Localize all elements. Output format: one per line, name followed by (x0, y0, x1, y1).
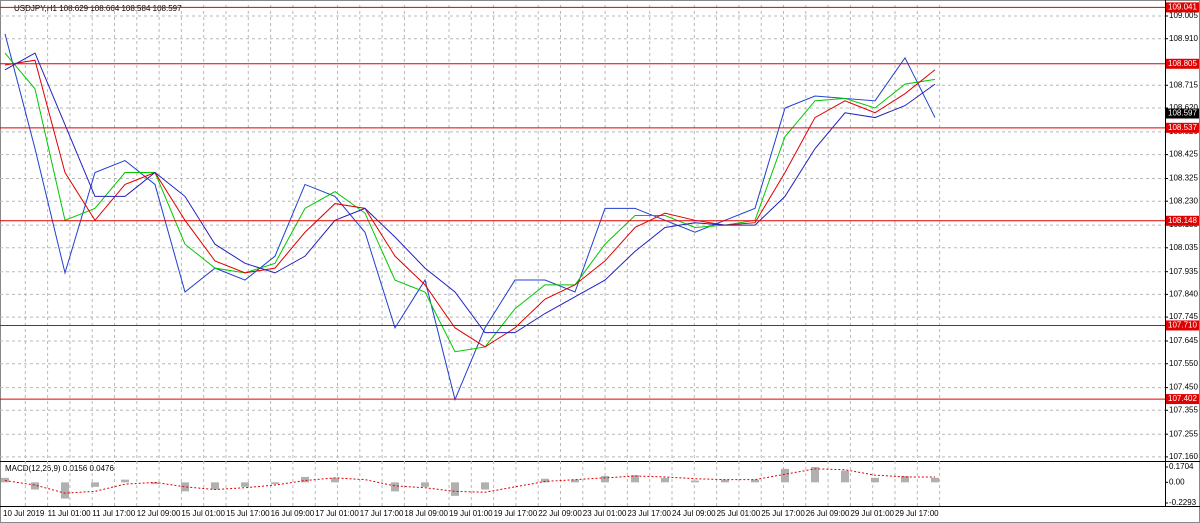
macd-bar (271, 482, 279, 485)
macd-title: MACD(12,26,9) 0.0156 0.0476 (5, 464, 115, 473)
x-tick-label: 23 Jul 01:00 (583, 509, 627, 518)
macd-bar (331, 477, 339, 483)
level-label: 107.710 (1168, 321, 1197, 330)
level-label-box (1166, 320, 1199, 331)
macd-bar (571, 479, 579, 483)
macd-bar (661, 477, 669, 483)
macd-bar (811, 467, 819, 483)
y-tick-label: 109.005 (1169, 11, 1198, 20)
x-tick-label: 22 Jul 09:00 (538, 509, 582, 518)
x-tick-label: 10 Jul 2019 (3, 509, 45, 518)
price-line (4, 33, 936, 402)
macd-bar (871, 477, 879, 483)
y-tick-label: 108.620 (1169, 103, 1198, 112)
chart-title: USDJPY,H1 108.629 108.664 108.584 108.59… (14, 4, 182, 13)
x-tick-label: 11 Jul 01:00 (48, 509, 92, 518)
x-tick-label: 11 Jul 17:00 (92, 509, 136, 518)
y-tick-label: 108.910 (1169, 34, 1198, 43)
level-label: 107.402 (1168, 394, 1197, 403)
macd-bar (841, 470, 849, 483)
macd-bar (391, 482, 399, 492)
y-tick-label: 108.715 (1169, 80, 1198, 89)
x-tick-label: 15 Jul 01:00 (181, 509, 225, 518)
moving-average (4, 59, 936, 348)
macd-y-tick-label: 0.1704 (1169, 462, 1194, 471)
macd-bar (91, 482, 99, 487)
macd-bar (931, 477, 939, 483)
x-tick-label: 26 Jul 09:00 (806, 509, 850, 518)
moving-average (4, 52, 936, 353)
y-tick-label: 108.230 (1169, 196, 1198, 205)
level-label: 108.805 (1168, 59, 1197, 68)
macd-bar (631, 475, 639, 483)
macd-signal (4, 468, 935, 494)
last-price-label: 108.597 (1168, 109, 1197, 118)
x-tick-label: 25 Jul 17:00 (761, 509, 805, 518)
macd-bar (31, 482, 39, 490)
y-tick-label: 107.160 (1169, 452, 1198, 461)
x-tick-label: 18 Jul 09:00 (404, 509, 448, 518)
y-tick-label: 107.745 (1169, 312, 1198, 321)
macd-bar (601, 476, 609, 483)
macd-bar (211, 482, 219, 490)
level-label: 108.148 (1168, 216, 1197, 225)
macd-bar (181, 482, 189, 492)
y-tick-label: 108.035 (1169, 243, 1198, 252)
x-tick-label: 15 Jul 17:00 (226, 509, 270, 518)
y-tick-label: 107.255 (1169, 429, 1198, 438)
moving-average (4, 52, 936, 334)
level-label-box (1166, 58, 1199, 69)
macd-bar (421, 482, 429, 487)
x-tick-label: 12 Jul 09:00 (137, 509, 181, 518)
macd-bar (541, 478, 549, 483)
macd-y-tick-label: 0.00 (1169, 477, 1185, 486)
level-label: 109.041 (1168, 2, 1197, 11)
x-tick-label: 29 Jul 17:00 (895, 509, 939, 518)
level-label: 108.537 (1168, 123, 1197, 132)
macd-bar (301, 476, 309, 483)
macd-bar (121, 479, 129, 483)
macd-bar (691, 480, 699, 483)
macd-bar (151, 482, 159, 485)
macd-bar (451, 482, 459, 496)
level-label-box (1166, 122, 1199, 133)
y-tick-label: 108.325 (1169, 174, 1198, 183)
x-tick-label: 17 Jul 17:00 (360, 509, 404, 518)
macd-bar (61, 482, 69, 499)
macd-bar (781, 468, 789, 483)
level-label-box (1166, 394, 1199, 405)
y-tick-label: 107.355 (1169, 405, 1198, 414)
y-tick-label: 107.450 (1169, 383, 1198, 392)
level-label-box (1166, 215, 1199, 226)
macd-bar (751, 479, 759, 483)
y-tick-label: 107.840 (1169, 290, 1198, 299)
x-tick-label: 24 Jul 09:00 (672, 509, 716, 518)
y-tick-label: 107.645 (1169, 336, 1198, 345)
y-tick-label: 107.935 (1169, 267, 1198, 276)
macd-bar (901, 476, 909, 483)
macd-bar (241, 482, 249, 487)
y-tick-label: 108.425 (1169, 150, 1198, 159)
macd-bar (481, 482, 489, 490)
x-tick-label: 25 Jul 01:00 (717, 509, 761, 518)
level-label-box (1166, 2, 1199, 13)
x-tick-label: 29 Jul 01:00 (850, 509, 894, 518)
macd-y-tick-label: -0.2293 (1169, 498, 1197, 507)
macd-bar (721, 479, 729, 483)
y-tick-label: 107.550 (1169, 359, 1198, 368)
x-tick-label: 16 Jul 09:00 (271, 509, 315, 518)
x-tick-label: 17 Jul 01:00 (315, 509, 359, 518)
last-price-box (1166, 108, 1199, 119)
x-tick-label: 23 Jul 17:00 (627, 509, 671, 518)
x-tick-label: 19 Jul 01:00 (449, 509, 493, 518)
macd-bar (1, 477, 9, 483)
x-tick-label: 19 Jul 17:00 (494, 509, 538, 518)
